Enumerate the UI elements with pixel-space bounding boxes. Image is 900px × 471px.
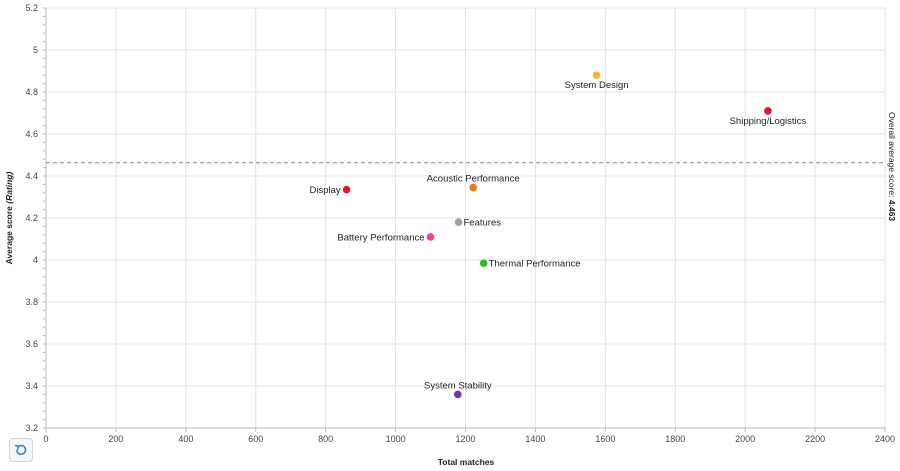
x-tick-label: 600 (248, 434, 263, 444)
x-tick-label: 200 (108, 434, 123, 444)
data-point-label: Battery Performance (337, 232, 424, 243)
y-tick-label: 3.2 (25, 423, 38, 433)
data-points: System Design Shipping/Logistics Display Ac… (309, 71, 807, 399)
data-point (592, 71, 601, 79)
x-tick-label: 1600 (595, 434, 615, 444)
x-tick-label: 800 (318, 434, 333, 444)
data-point (426, 233, 435, 241)
reference-line-label: Overall average score: 4.463 (887, 112, 897, 221)
y-tick-label: 4.8 (25, 87, 38, 97)
x-tick-label: 1800 (665, 434, 685, 444)
data-point (454, 218, 463, 226)
data-point (454, 390, 462, 399)
y-tick-label: 3.8 (25, 297, 38, 307)
y-tick-label: 3.4 (25, 381, 38, 391)
y-tick-label: 4.2 (25, 213, 38, 223)
data-point (469, 183, 477, 192)
y-tick-label: 4 (33, 255, 38, 265)
x-tick-label: 0 (43, 434, 48, 444)
x-tick-label: 400 (178, 434, 193, 444)
x-axis-title: Total matches (438, 457, 495, 467)
data-point-label: Features (464, 218, 502, 229)
x-tick-label: 2200 (805, 434, 825, 444)
y-tick-label: 4.4 (25, 171, 38, 181)
data-point-label: Thermal Performance (489, 259, 581, 270)
x-tick-label: 1400 (525, 434, 545, 444)
data-point-label: System Stability (424, 380, 492, 391)
data-point (479, 259, 488, 267)
axes: 0 200 400 600 800 1000 1200 1400 1600 1800 2000 220… (25, 3, 895, 444)
x-tick-label: 2400 (875, 434, 895, 444)
data-point-label: System Design (565, 80, 629, 91)
y-tick-label: 5 (33, 45, 38, 55)
data-point-label: Shipping/Logistics (730, 116, 807, 127)
y-tick-label: 4.6 (25, 129, 38, 139)
reset-zoom-button[interactable] (9, 438, 33, 462)
y-tick-label: 3.6 (25, 339, 38, 349)
data-point-label: Acoustic Performance (427, 174, 520, 185)
data-point (342, 185, 351, 194)
data-point-label: Display (309, 185, 340, 196)
y-axis-title: Average score (Rating) (4, 171, 14, 264)
data-point (764, 107, 772, 115)
reset-zoom-icon (14, 444, 27, 455)
x-tick-label: 2000 (735, 434, 755, 444)
y-tick-label: 5.2 (25, 3, 38, 13)
x-tick-label: 1000 (386, 434, 406, 444)
x-tick-label: 1200 (455, 434, 475, 444)
